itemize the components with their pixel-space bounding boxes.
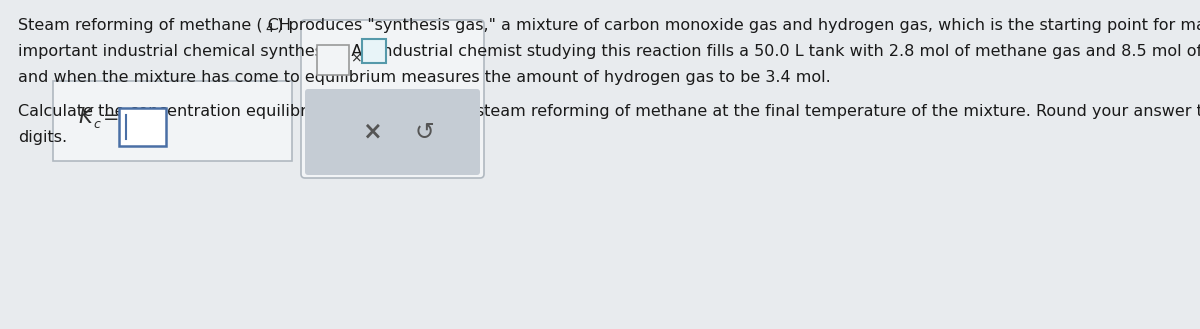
Text: =: =: [103, 108, 120, 126]
Text: and when the mixture has come to equilibrium measures the amount of hydrogen gas: and when the mixture has come to equilib…: [18, 70, 830, 85]
Text: ×: ×: [361, 120, 382, 144]
Text: Steam reforming of methane ( CH: Steam reforming of methane ( CH: [18, 18, 292, 33]
FancyBboxPatch shape: [53, 81, 292, 161]
Text: important industrial chemical syntheses. An industrial chemist studying this rea: important industrial chemical syntheses.…: [18, 44, 1200, 59]
Text: $\mathit{c}$: $\mathit{c}$: [94, 118, 102, 132]
Text: ↺: ↺: [414, 120, 434, 144]
Text: ×10: ×10: [350, 51, 379, 65]
FancyBboxPatch shape: [317, 45, 349, 75]
Bar: [308, 92, 478, 172]
FancyBboxPatch shape: [119, 108, 166, 146]
Text: $\mathit{K}$: $\mathit{K}$: [78, 107, 95, 127]
Text: digits.: digits.: [18, 130, 67, 145]
FancyBboxPatch shape: [362, 39, 386, 63]
Text: Calculate the concentration equilibrium constant for the steam reforming of meth: Calculate the concentration equilibrium …: [18, 104, 1200, 119]
Text: ) produces "synthesis gas," a mixture of carbon monoxide gas and hydrogen gas, w: ) produces "synthesis gas," a mixture of…: [272, 18, 1200, 33]
Text: 4: 4: [265, 22, 272, 35]
FancyBboxPatch shape: [305, 89, 480, 175]
FancyBboxPatch shape: [301, 20, 484, 178]
